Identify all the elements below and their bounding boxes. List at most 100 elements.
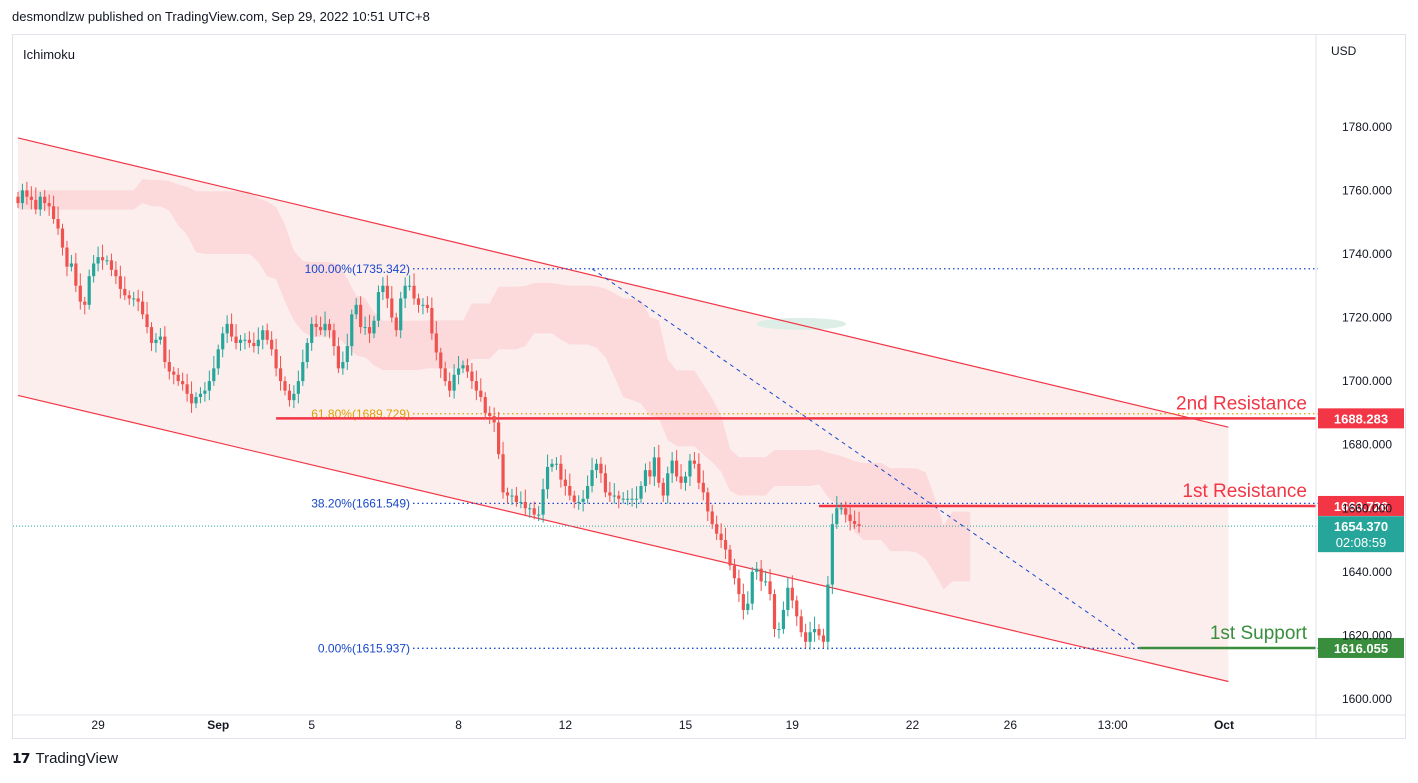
price-tick-label: 1740.000 bbox=[1342, 247, 1392, 261]
candle-body bbox=[519, 501, 523, 503]
candle-body bbox=[149, 327, 154, 343]
candle-body bbox=[857, 524, 861, 527]
time-tick-label: Sep bbox=[207, 718, 229, 732]
candle-body bbox=[586, 486, 590, 499]
candle-body bbox=[96, 257, 100, 264]
candle-body bbox=[394, 317, 398, 331]
candle-body bbox=[207, 381, 211, 391]
candle-body bbox=[554, 463, 559, 465]
candle-body bbox=[652, 457, 656, 477]
candle-body bbox=[528, 508, 532, 510]
level-price-label: 1688.283 bbox=[1334, 411, 1388, 426]
candle-body bbox=[545, 466, 550, 490]
price-tick-label: 1760.000 bbox=[1342, 183, 1392, 197]
candle-body bbox=[265, 330, 269, 340]
candle-body bbox=[541, 489, 545, 515]
candle-body bbox=[416, 298, 421, 305]
candle-body bbox=[412, 285, 416, 299]
candle-body bbox=[697, 463, 701, 483]
candle-body bbox=[661, 482, 665, 496]
candle-body bbox=[256, 339, 260, 347]
candle-body bbox=[474, 381, 478, 391]
candle-body bbox=[768, 581, 772, 595]
candle-body bbox=[390, 298, 394, 318]
candle-body bbox=[683, 476, 688, 483]
candle-body bbox=[639, 486, 643, 499]
candle-body bbox=[781, 609, 785, 630]
candle-body bbox=[532, 508, 536, 515]
candlestick-chart[interactable]: 100.00%(1735.342)61.80%(1689.729)38.20%(… bbox=[13, 35, 1405, 738]
candle-body bbox=[176, 374, 180, 382]
candle-body bbox=[750, 571, 754, 604]
candle-body bbox=[737, 578, 741, 595]
candle-body bbox=[74, 263, 78, 286]
candle-body bbox=[808, 632, 812, 642]
candle-body bbox=[327, 323, 332, 331]
candle-body bbox=[550, 463, 554, 467]
candle-body bbox=[488, 412, 492, 417]
time-tick-label: Oct bbox=[1214, 718, 1234, 732]
candle-body bbox=[434, 333, 438, 353]
candle-body bbox=[728, 549, 732, 566]
candle-body bbox=[666, 473, 670, 496]
candle-body bbox=[732, 565, 737, 579]
candle-body bbox=[301, 362, 305, 382]
candle-body bbox=[127, 295, 131, 299]
candle-body bbox=[274, 349, 278, 369]
candle-body bbox=[835, 508, 839, 525]
time-tick-label: 12 bbox=[559, 718, 573, 732]
channel-lower-line bbox=[17, 394, 1229, 683]
indicator-label: Ichimoku bbox=[23, 47, 75, 62]
candle-body bbox=[185, 384, 189, 394]
candle-body bbox=[270, 339, 274, 350]
candle-body bbox=[634, 498, 639, 500]
chart-frame[interactable]: 100.00%(1735.342) 61.80%(1689.729) 38.20%(… bbox=[12, 34, 1406, 739]
time-tick-label: 22 bbox=[906, 718, 920, 732]
candle-body bbox=[812, 629, 817, 633]
candle-body bbox=[69, 263, 73, 267]
last-price-label: 1654.370 bbox=[1334, 519, 1388, 534]
candle-body bbox=[675, 460, 679, 477]
price-tick-label: 1600.000 bbox=[1342, 692, 1392, 706]
candle-body bbox=[278, 368, 283, 382]
candle-body bbox=[29, 196, 33, 200]
candle-body bbox=[38, 196, 42, 210]
candle-body bbox=[100, 257, 105, 261]
last-price-badge bbox=[1318, 516, 1404, 553]
fibonacci-layer: 100.00%(1735.342)61.80%(1689.729)38.20%(… bbox=[305, 262, 1318, 655]
candle-body bbox=[83, 301, 87, 305]
candle-body bbox=[408, 285, 412, 287]
candle-body bbox=[581, 498, 585, 502]
candle-body bbox=[430, 307, 434, 334]
fib-level-label: 0.00%(1615.937) bbox=[318, 641, 410, 655]
candle-body bbox=[194, 397, 198, 404]
candle-body bbox=[283, 381, 287, 391]
time-tick-label: 29 bbox=[91, 718, 105, 732]
price-tick-label: 1660.000 bbox=[1342, 501, 1392, 515]
candle-body bbox=[492, 416, 496, 423]
candle-body bbox=[136, 298, 140, 302]
candle-body bbox=[154, 339, 158, 343]
candle-body bbox=[563, 479, 567, 487]
candle-body bbox=[354, 304, 358, 315]
candle-body bbox=[359, 304, 363, 328]
candle-body bbox=[296, 381, 300, 394]
price-tick-label: 1680.000 bbox=[1342, 438, 1392, 452]
candle-body bbox=[350, 314, 354, 347]
fib-level-label: 38.20%(1661.549) bbox=[311, 496, 410, 510]
candle-body bbox=[198, 393, 203, 397]
candle-body bbox=[577, 501, 581, 503]
candle-body bbox=[238, 339, 243, 343]
candle-body bbox=[132, 298, 136, 300]
ichimoku-cloud bbox=[18, 179, 971, 590]
candle-body bbox=[723, 540, 728, 550]
candle-body bbox=[141, 301, 145, 315]
candle-body bbox=[679, 476, 683, 483]
candle-body bbox=[145, 314, 149, 328]
candle-body bbox=[568, 486, 572, 496]
tradingview-logo-icon: 𝟭𝟳 bbox=[12, 750, 31, 766]
candle-body bbox=[621, 498, 625, 500]
candle-body bbox=[537, 514, 541, 516]
candle-body bbox=[612, 495, 616, 497]
candle-body bbox=[741, 594, 745, 610]
